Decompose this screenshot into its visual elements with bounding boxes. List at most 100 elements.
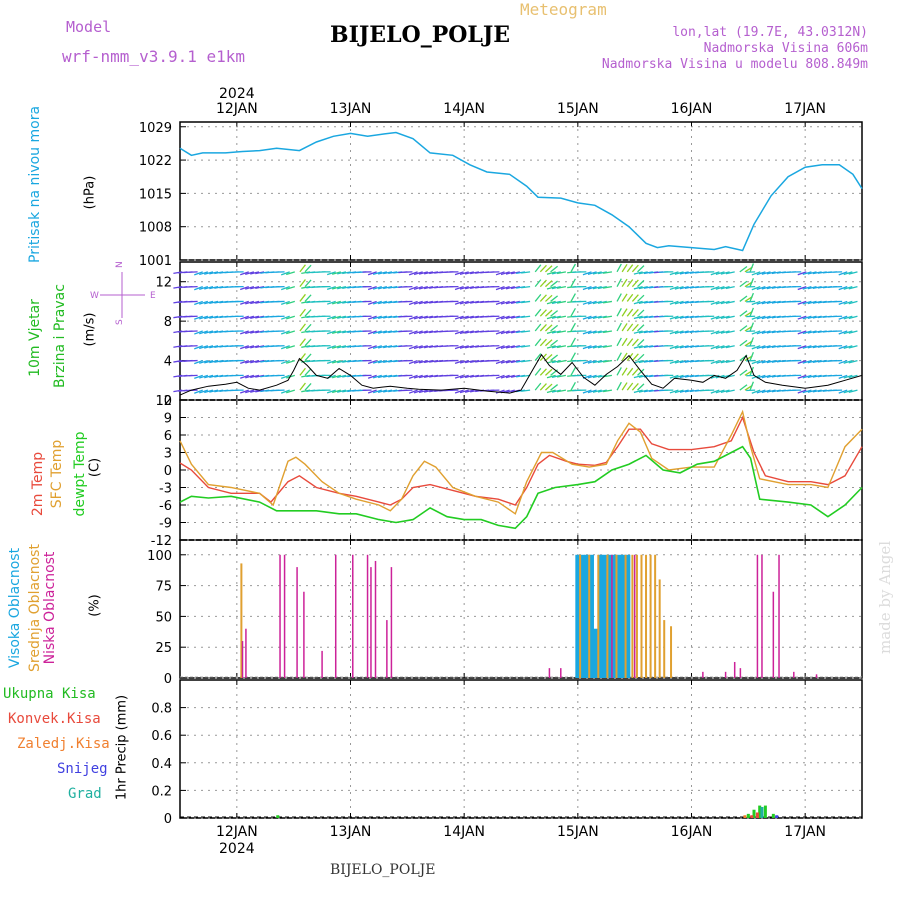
wind-barb	[679, 389, 689, 393]
model-label: Model	[66, 18, 112, 36]
wind-barb	[838, 315, 848, 320]
wind-barb	[749, 337, 755, 347]
wind-barb	[637, 353, 645, 362]
wind-barb	[331, 389, 342, 394]
wind-barb	[602, 315, 613, 319]
wind-barb	[255, 271, 265, 275]
wind-barb	[304, 279, 312, 288]
wind-barb	[408, 374, 418, 380]
wind-barb	[848, 286, 858, 290]
wind-barb	[454, 374, 464, 379]
high-cloud-bar	[588, 554, 594, 678]
wind-barb	[556, 286, 567, 289]
wind-barb	[616, 307, 622, 317]
wind-barb	[715, 345, 725, 349]
wind-barb	[413, 286, 423, 290]
precip-legend-graupel: Grad	[68, 786, 102, 802]
precip-tick-label: 0	[164, 812, 172, 827]
model-name: wrf-nmm_v3.9.1 e1km	[62, 47, 246, 66]
wind-barb	[739, 280, 748, 288]
wind-barb	[597, 359, 607, 364]
wind-barb	[556, 374, 567, 378]
wind-barb	[469, 359, 480, 363]
wind-barb	[510, 374, 520, 378]
wind-barb	[570, 352, 576, 361]
wind-barb	[199, 330, 209, 335]
wind-barb	[377, 286, 388, 290]
wind-barb	[495, 389, 505, 394]
compass-east: E	[150, 291, 156, 301]
wind-barb	[551, 271, 561, 275]
wind-barb	[204, 300, 214, 305]
wind-barb	[459, 330, 469, 335]
wind-barb	[720, 345, 730, 349]
wind-barb	[500, 330, 510, 335]
wind-barb	[383, 345, 393, 349]
wind-barb	[539, 309, 547, 317]
wind-barb	[194, 286, 203, 291]
wind-barb	[756, 359, 766, 364]
mid-cloud-bar	[654, 554, 657, 678]
wind-barb	[495, 330, 505, 335]
wind-barb	[756, 345, 766, 350]
wind-barb	[546, 374, 556, 379]
low-cloud-bar	[241, 641, 244, 678]
wind-barb	[299, 264, 306, 273]
wind-barb	[337, 389, 347, 393]
wind-barb	[684, 330, 694, 334]
wind-barb	[749, 307, 755, 317]
wind-barb	[587, 330, 597, 335]
wind-barb	[367, 389, 377, 394]
wind-barb	[539, 323, 547, 332]
wind-barb	[510, 271, 520, 275]
wind-barb	[255, 286, 265, 290]
wind-barb	[797, 271, 807, 276]
pressure-line	[179, 131, 863, 252]
wind-barb	[505, 271, 515, 275]
wind-barb	[550, 265, 559, 273]
wind-barb	[326, 315, 336, 320]
wind-barb	[616, 367, 622, 376]
pressure-tick-label: 1008	[139, 221, 172, 236]
wind-barb	[299, 293, 306, 302]
wind-barb	[209, 389, 219, 393]
wind-barb	[459, 271, 469, 275]
wind-barb	[505, 345, 515, 349]
wind-barb	[587, 374, 597, 379]
wind-barb	[802, 345, 812, 349]
wind-barb	[383, 374, 393, 378]
wind-barb	[204, 345, 214, 349]
wind-barb	[739, 339, 748, 347]
wind-barb	[342, 300, 352, 304]
low-cloud-bar	[815, 674, 818, 678]
wind-barb	[797, 389, 807, 394]
mid-cloud-bar	[640, 554, 643, 678]
graupel-bar	[760, 806, 764, 818]
wind-barb	[534, 323, 542, 332]
wind-barb	[725, 300, 735, 304]
date-label-top: 14JAN	[443, 101, 485, 117]
wind-barb	[802, 389, 812, 394]
wind-barb	[209, 300, 219, 305]
wind-barb	[621, 323, 628, 332]
wind-barb	[633, 359, 643, 364]
wind-barb	[194, 374, 203, 380]
wind-barb	[720, 359, 730, 364]
compass-south: S	[115, 319, 125, 325]
wind-barb	[797, 330, 807, 335]
wind-barb	[720, 300, 730, 305]
wind-barb	[194, 271, 203, 276]
precip-panel-frame	[179, 679, 863, 819]
wind-barb	[674, 271, 684, 275]
wind-barb	[245, 345, 255, 349]
wind-barb	[304, 338, 312, 347]
wind-barb	[245, 374, 255, 379]
wind-barb	[720, 286, 730, 290]
wind-barb	[337, 330, 347, 334]
cloud-tick-label: 50	[155, 610, 172, 625]
date-label-bottom: 17JAN	[784, 824, 826, 840]
wind-barb	[797, 345, 807, 350]
wind-barb	[843, 315, 853, 320]
wind-barb	[464, 389, 474, 393]
wind-barb	[544, 294, 553, 302]
